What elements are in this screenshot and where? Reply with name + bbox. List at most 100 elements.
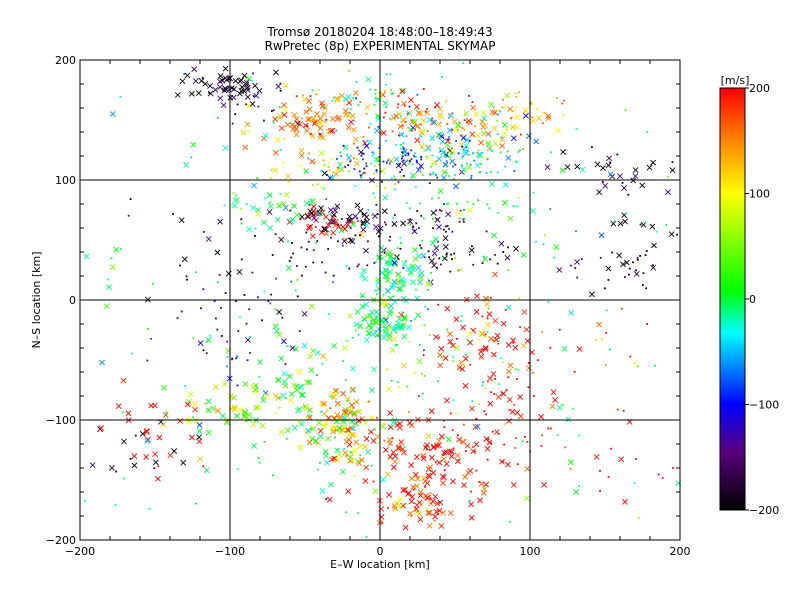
data-point-dot [294, 289, 297, 292]
data-point-dot [502, 460, 505, 463]
data-point-dot [396, 381, 399, 384]
data-point-cross [381, 334, 387, 341]
data-point-dot [330, 396, 333, 398]
data-point-dot [416, 210, 419, 212]
data-point-dot [374, 196, 376, 199]
data-point-dot [129, 457, 132, 460]
data-point-dot [311, 134, 314, 136]
data-point-dot [423, 375, 426, 377]
data-point-dot [258, 461, 261, 464]
data-point-dot [311, 89, 314, 92]
data-point-cross [416, 358, 423, 365]
data-point-dot [415, 222, 418, 225]
data-point-dot [657, 473, 660, 476]
data-point-cross [246, 411, 253, 418]
data-point-cross [251, 182, 258, 189]
data-point-dot [243, 294, 246, 296]
data-point-dot [480, 348, 483, 351]
data-point-dot [312, 261, 315, 264]
data-point-cross [306, 106, 313, 113]
data-point-dot [209, 334, 212, 337]
data-point-cross [498, 240, 505, 247]
data-point-dot [278, 406, 281, 409]
data-point-cross [392, 458, 398, 465]
data-point-dot [165, 411, 168, 414]
data-point-dot [390, 177, 393, 180]
data-point-cross [372, 213, 378, 219]
data-point-dot [376, 213, 379, 216]
data-point-dot [357, 333, 360, 336]
data-point-cross [576, 346, 583, 353]
data-point-cross [310, 425, 317, 432]
data-point-cross [290, 382, 297, 389]
data-point-cross [552, 397, 559, 403]
data-point-cross [395, 277, 401, 284]
colorbar-tick-label: 100 [749, 188, 770, 201]
data-point-dot [270, 177, 273, 179]
data-point-cross [573, 488, 580, 495]
data-point-cross [475, 132, 481, 139]
data-point-cross [121, 438, 127, 445]
data-point-dot [507, 246, 509, 249]
data-point-dot [419, 244, 421, 247]
data-point-dot [486, 458, 489, 461]
data-point-dot [535, 240, 537, 243]
data-point-cross [294, 212, 301, 218]
data-point-cross [430, 469, 437, 476]
data-point-dot [347, 170, 350, 173]
data-point-dot [419, 504, 422, 507]
data-point-cross [382, 100, 389, 107]
data-point-cross [291, 111, 298, 118]
data-point-dot [609, 161, 612, 164]
data-point-dot [185, 275, 188, 278]
data-point-cross [388, 303, 394, 310]
data-point-dot [373, 172, 376, 175]
data-point-cross [305, 116, 312, 123]
data-point-dot [671, 467, 674, 470]
data-point-dot [341, 244, 344, 247]
data-point-cross [366, 322, 373, 329]
data-point-cross [340, 390, 347, 397]
data-point-cross [310, 115, 317, 122]
data-point-dot [458, 220, 461, 223]
data-point-cross [621, 185, 628, 191]
data-point-dot [646, 130, 649, 133]
data-point-dot [578, 485, 581, 487]
data-point-cross [448, 112, 454, 119]
data-point-dot [461, 156, 463, 159]
data-point-dot [454, 174, 456, 176]
data-point-dot [460, 315, 463, 317]
data-point-cross [232, 197, 239, 204]
data-point-dot [354, 329, 357, 332]
data-point-dot [278, 105, 281, 108]
data-point-dot [356, 265, 359, 268]
data-point-cross [288, 391, 295, 397]
data-point-cross [349, 387, 356, 394]
data-point-dot [356, 410, 359, 413]
data-point-cross [120, 377, 127, 384]
data-point-cross [183, 161, 190, 168]
data-point-dot [445, 172, 448, 174]
data-point-cross [380, 319, 387, 326]
data-point-dot [636, 365, 639, 368]
data-point-dot [216, 281, 219, 284]
data-point-dot [616, 408, 619, 411]
data-point-dot [269, 302, 272, 305]
colorbar-gradient [719, 87, 746, 511]
data-point-dot [508, 520, 511, 523]
data-point-cross [280, 392, 287, 399]
data-point-cross [190, 141, 197, 148]
data-point-dot [378, 147, 381, 150]
data-point-dot [483, 410, 486, 413]
data-point-dot [283, 138, 285, 141]
data-point-dot [516, 205, 519, 208]
data-point-cross [276, 309, 283, 315]
data-point-dot [394, 178, 397, 180]
data-point-dot [480, 334, 483, 337]
data-point-cross [514, 409, 521, 416]
data-point-dot [472, 203, 475, 206]
data-point-dot [214, 317, 217, 320]
data-point-dot [308, 413, 311, 416]
data-point-cross [480, 489, 487, 496]
data-point-dot [410, 320, 412, 322]
